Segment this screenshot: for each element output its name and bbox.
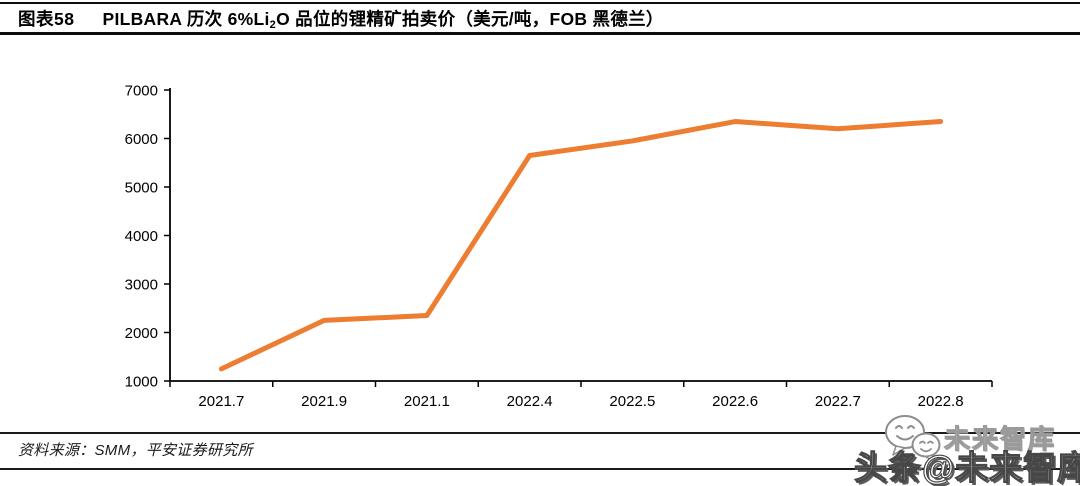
x-axis-label: 2021.7 [198,393,244,410]
x-axis-label: 2022.7 [815,393,861,410]
y-axis-label: 7000 [125,83,158,100]
y-axis-label: 3000 [125,277,158,294]
figure-number: 图表58 [18,8,75,29]
y-axis-label: 1000 [125,374,158,391]
figure-title: PILBARA 历次 6%Li2O 品位的锂精矿拍卖价（美元/吨，FOB 黑德兰… [102,6,663,31]
source-text: 资料来源：SMM，平安证券研究所 [18,442,253,459]
figure-title-post: O 品位的锂精矿拍卖价（美元/吨，FOB 黑德兰） [276,8,664,29]
y-axis-label: 6000 [125,131,158,148]
figure-title-pre: PILBARA 历次 6%Li [102,8,270,29]
x-axis-label: 2022.5 [609,393,655,410]
x-axis-label: 2022.8 [918,393,964,410]
source-bar: 资料来源：SMM，平安证券研究所 [0,432,1080,470]
x-axis-label: 2021.9 [301,393,347,410]
y-axis-label: 5000 [125,180,158,197]
x-axis-label: 2021.1 [404,393,450,410]
x-axis-label: 2022.6 [712,393,758,410]
y-axis-label: 4000 [125,228,158,245]
price-line [218,119,944,372]
figure-title-subscript: 2 [269,18,277,31]
x-axis-label: 2022.4 [507,393,553,410]
y-axis-label: 2000 [125,325,158,342]
figure-title-bar: 图表58 PILBARA 历次 6%Li2O 品位的锂精矿拍卖价（美元/吨，FO… [0,2,1080,35]
